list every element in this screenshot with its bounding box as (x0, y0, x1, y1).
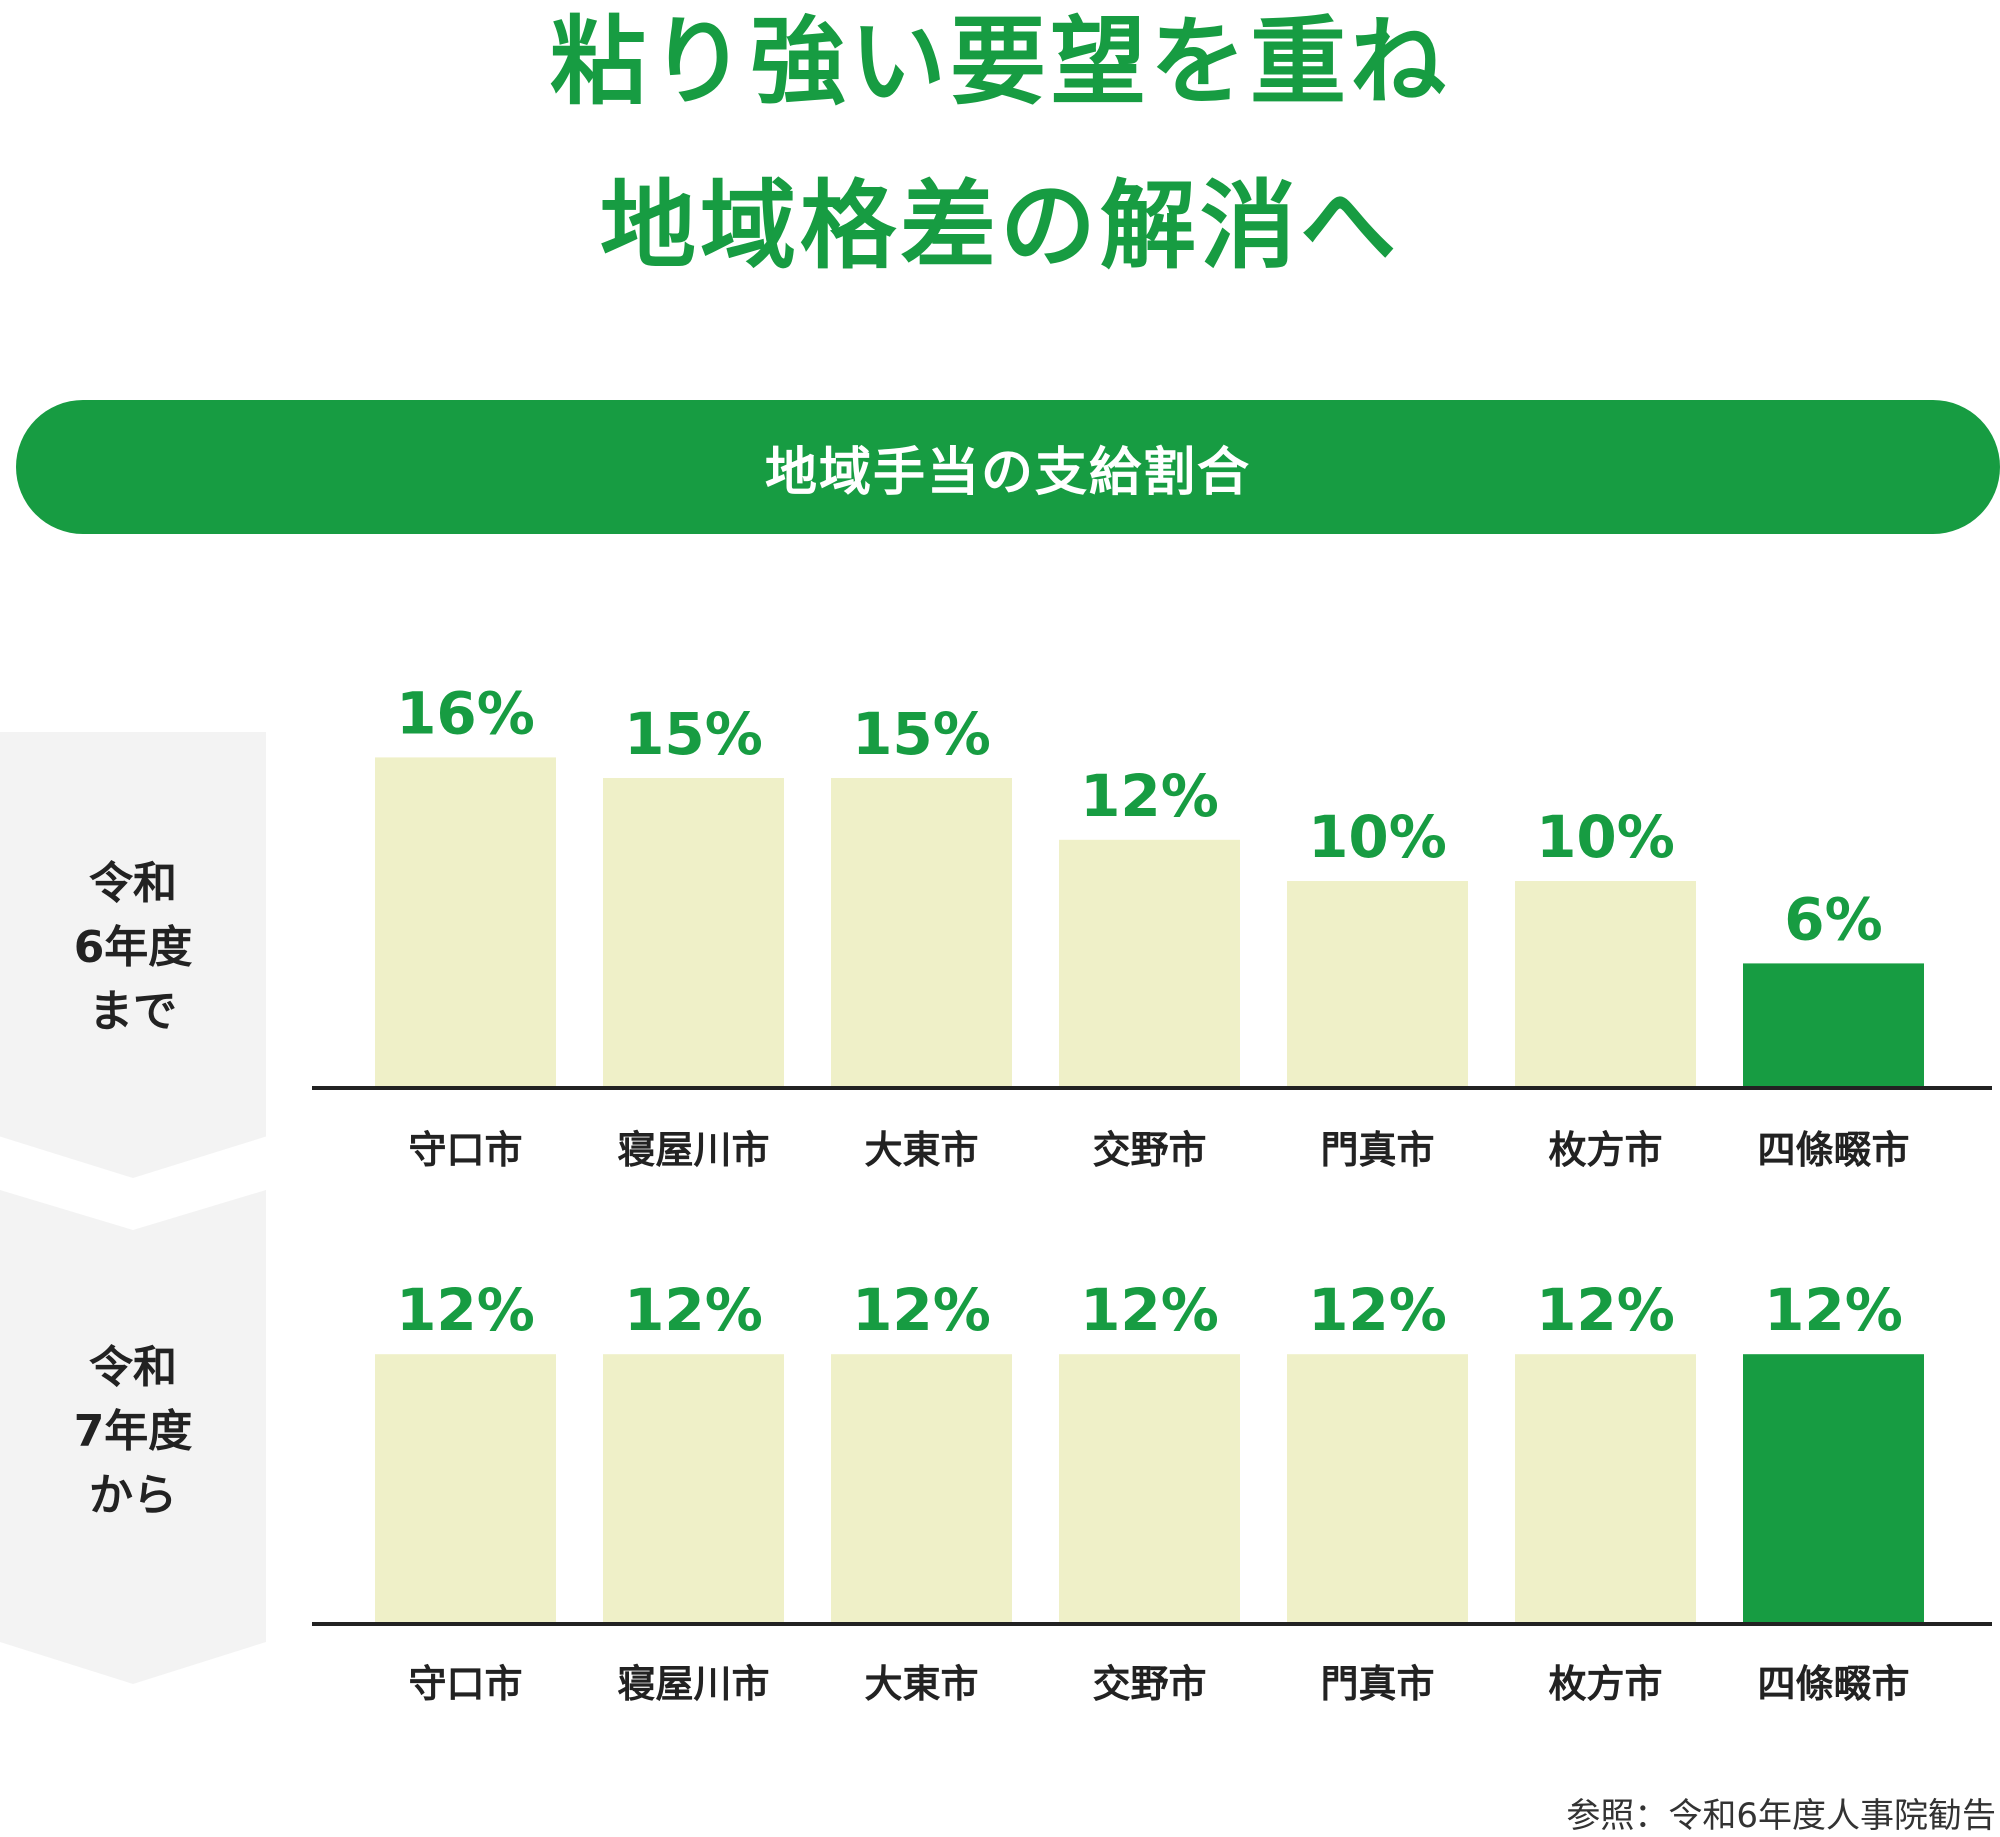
category-label: 寝屋川市 (617, 1128, 769, 1172)
bar (831, 778, 1012, 1087)
bar-value-label: 15% (852, 700, 991, 768)
category-label: 交野市 (1092, 1662, 1206, 1706)
page-title-line1: 粘り強い要望を重ね (550, 6, 1450, 118)
bar-value-label: 12% (624, 1276, 763, 1344)
bar-value-label: 12% (396, 1276, 535, 1344)
bar-value-label: 12% (1308, 1276, 1447, 1344)
bar-value-label: 12% (1080, 1276, 1219, 1344)
category-label: 寝屋川市 (617, 1662, 769, 1706)
category-label: 四條畷市 (1757, 1128, 1909, 1172)
category-label: 枚方市 (1548, 1662, 1662, 1706)
bar-value-label: 10% (1536, 803, 1675, 871)
source-note: 参照：令和6年度人事院勧告 (1566, 1796, 1996, 1836)
bar (375, 757, 556, 1087)
bar (1059, 1354, 1240, 1623)
bar-value-label: 10% (1308, 803, 1447, 871)
bar-value-label: 6% (1784, 885, 1882, 953)
category-label: 四條畷市 (1757, 1662, 1909, 1706)
bar (1287, 881, 1468, 1087)
bar (1743, 1354, 1924, 1623)
category-label: 大東市 (864, 1128, 978, 1172)
banner-text: 地域手当の支給割合 (764, 442, 1251, 503)
bar-value-label: 12% (852, 1276, 991, 1344)
bar-value-label: 12% (1080, 762, 1219, 830)
bar (1515, 1354, 1696, 1623)
bar (1743, 963, 1924, 1087)
period-arrow-before (0, 732, 266, 1178)
bar-value-label: 16% (396, 679, 535, 747)
category-label: 交野市 (1092, 1128, 1206, 1172)
category-label: 枚方市 (1548, 1128, 1662, 1172)
period-label-before: 令和 6年度 まで (73, 858, 193, 1037)
category-label: 守口市 (408, 1128, 522, 1172)
category-label: 大東市 (864, 1662, 978, 1706)
category-label: 守口市 (408, 1662, 522, 1706)
bar (1287, 1354, 1468, 1623)
bar (1059, 839, 1240, 1087)
bar (375, 1354, 556, 1623)
bar-value-label: 12% (1764, 1276, 1903, 1344)
bar (603, 778, 784, 1087)
bar-value-label: 12% (1536, 1276, 1675, 1344)
category-label: 門真市 (1320, 1128, 1434, 1172)
period-label-after: 令和 7年度 から (73, 1342, 193, 1521)
bar (831, 1354, 1012, 1623)
category-label: 門真市 (1320, 1662, 1434, 1706)
bar-value-label: 15% (624, 700, 763, 768)
bar (1515, 881, 1696, 1087)
bar (603, 1354, 784, 1623)
page-title-line2: 地域格差の解消へ (600, 170, 1400, 282)
period-arrow-after (0, 1190, 266, 1684)
section-banner: 地域手当の支給割合 (16, 400, 2000, 534)
